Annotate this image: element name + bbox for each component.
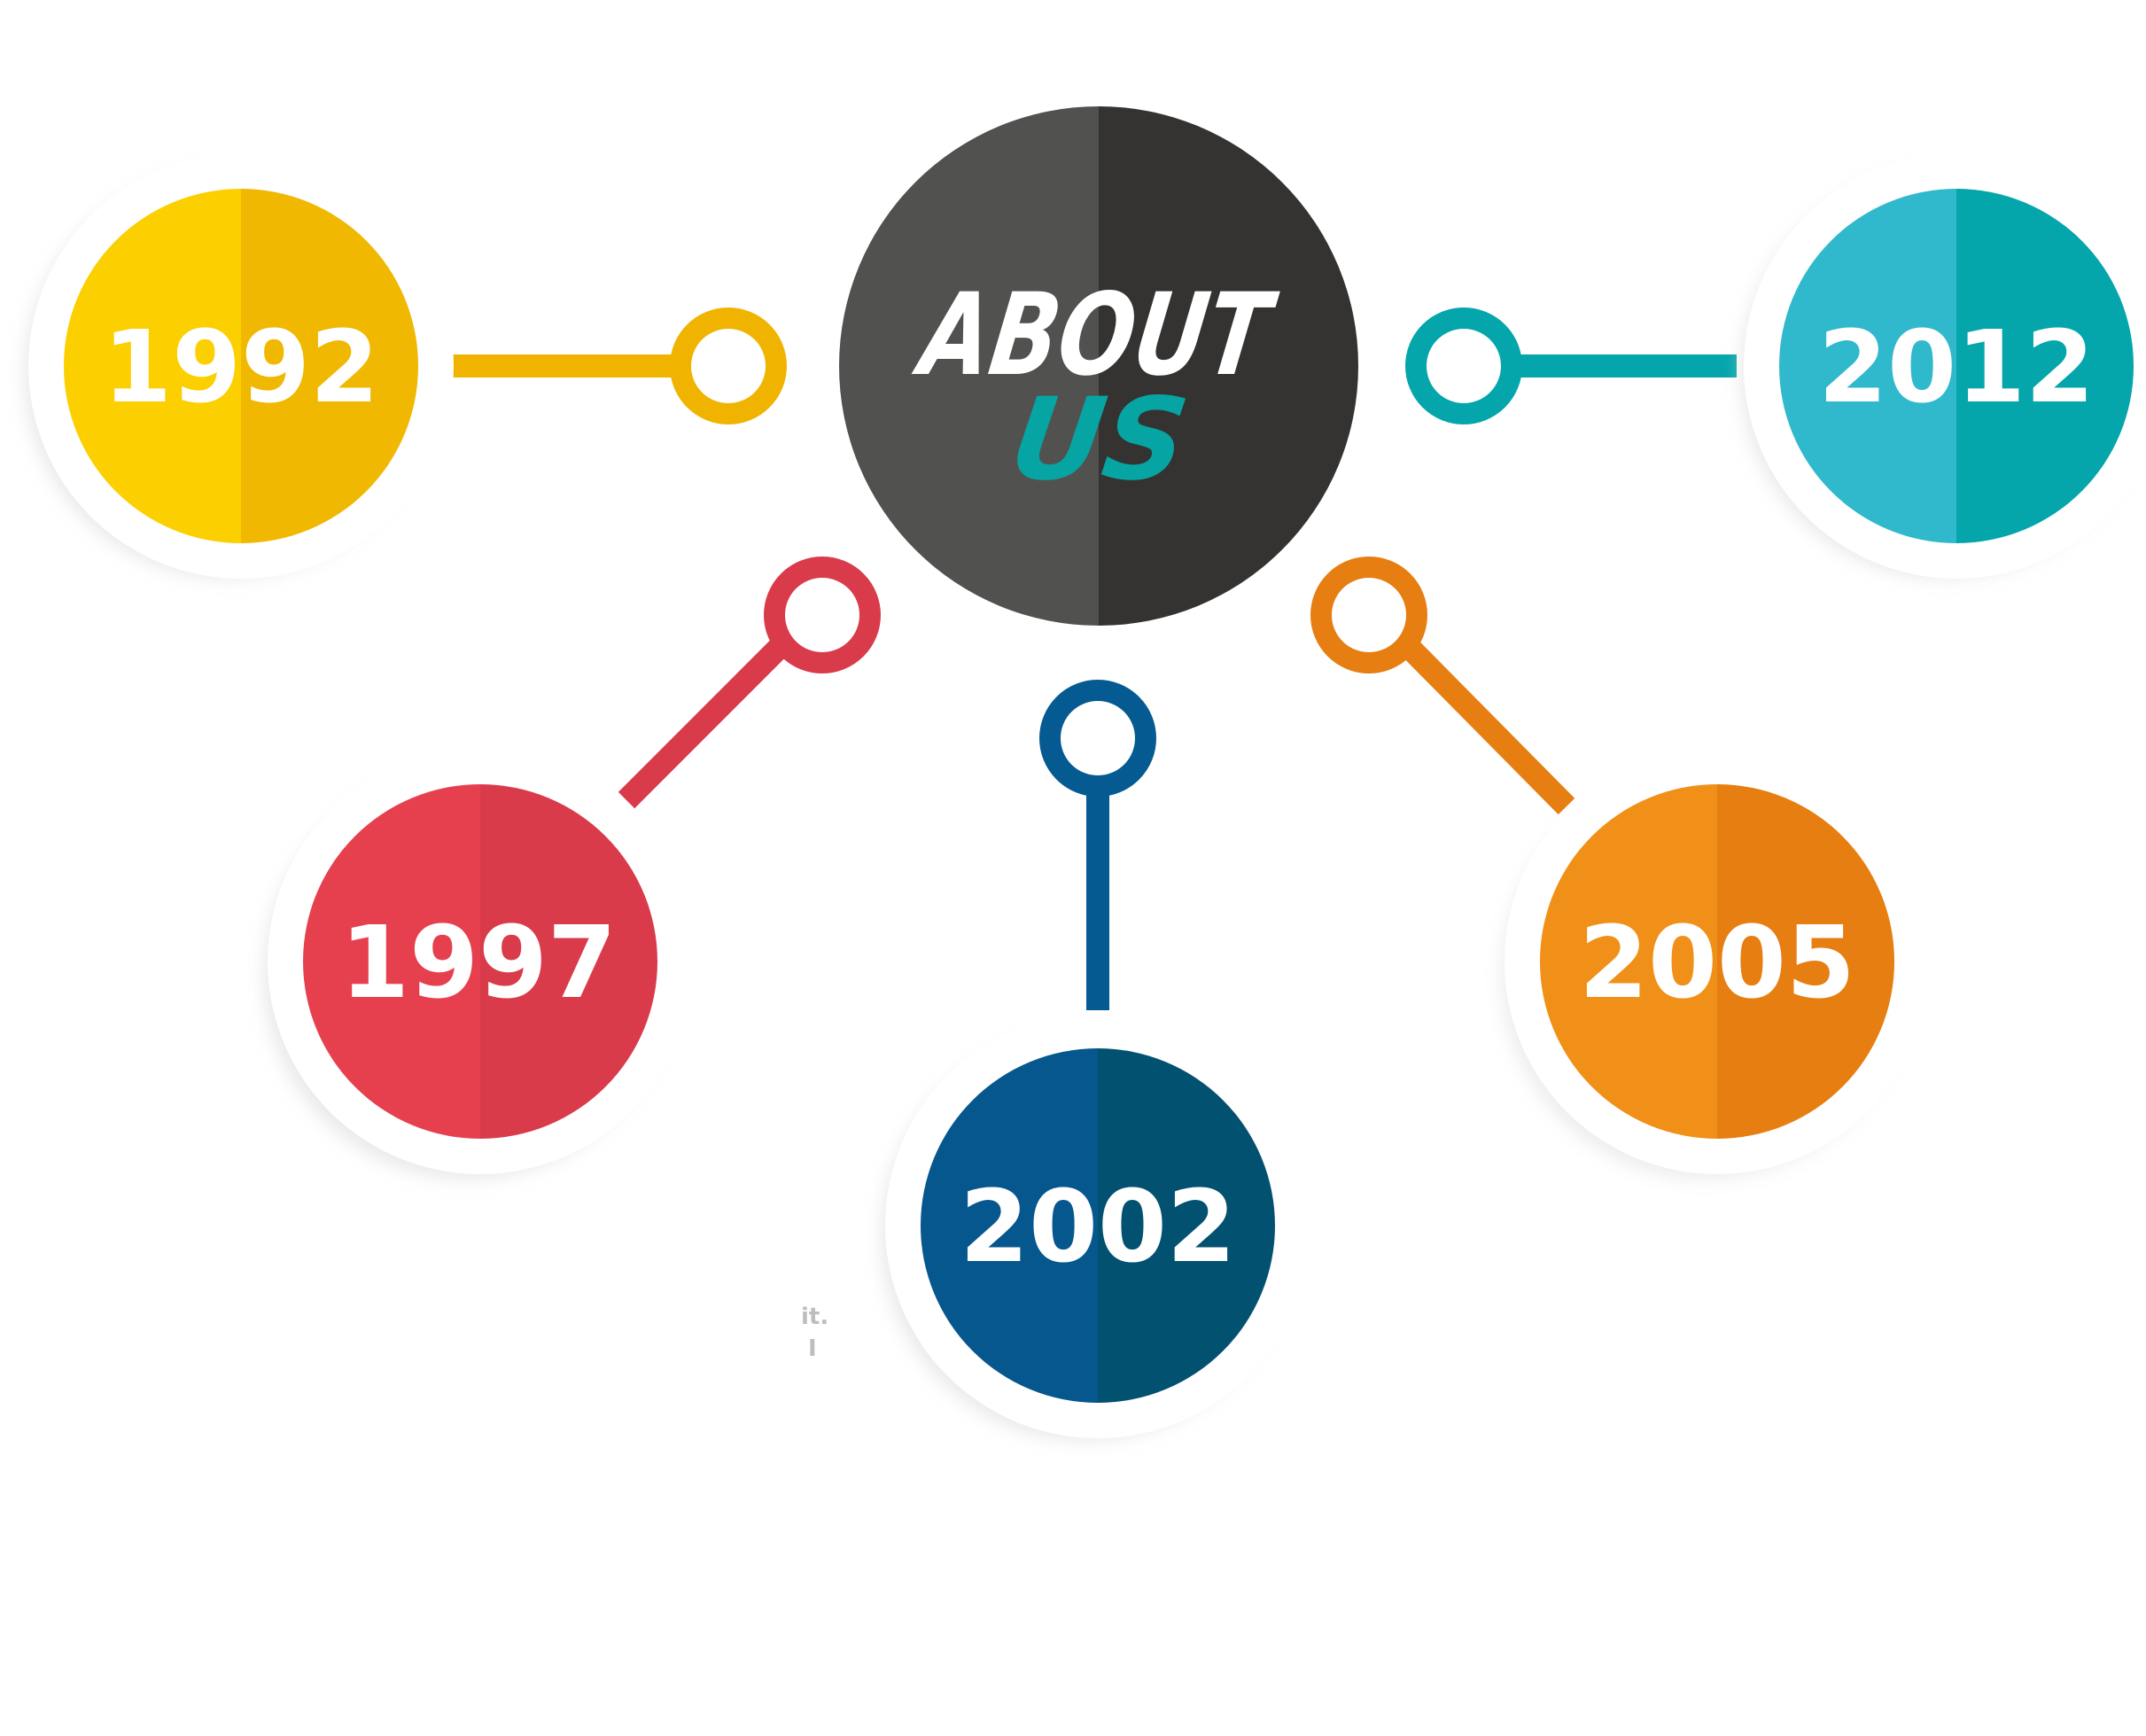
connector-ring-2002 — [1039, 680, 1156, 797]
year-label-2005: 2005 — [1579, 906, 1855, 1021]
milestone-2005: 2005 — [1502, 749, 1930, 1179]
connector-line-1997 — [618, 634, 793, 809]
connector-2005 — [1310, 557, 1575, 815]
connector-line-1992 — [450, 354, 672, 378]
year-label-2012: 2012 — [1818, 310, 2095, 425]
connector-line-2012 — [1515, 354, 1737, 378]
milestone-1997: 1997 — [264, 749, 693, 1179]
connector-1992 — [450, 307, 787, 424]
year-label-1992: 1992 — [103, 310, 379, 425]
milestone-2012: 2012 — [1741, 153, 2146, 579]
connector-1997 — [618, 557, 881, 809]
connector-line-2002 — [1086, 787, 1109, 1010]
connector-2012 — [1405, 307, 1737, 424]
milestone-2002: 2002 — [882, 1013, 1310, 1440]
about-title: ABOUT — [907, 270, 1284, 401]
stray-text-1: it. — [801, 1304, 828, 1330]
connector-ring-2005 — [1310, 557, 1427, 673]
year-label-2002: 2002 — [960, 1170, 1236, 1285]
about-us-circle: ABOUT US — [839, 106, 1358, 626]
connector-ring-2012 — [1405, 307, 1522, 424]
us-title: US — [1003, 375, 1195, 506]
year-label-1997: 1997 — [340, 906, 617, 1021]
connector-2002 — [1039, 680, 1156, 1010]
connector-ring-1992 — [670, 307, 787, 424]
connector-line-2005 — [1400, 638, 1575, 815]
stray-text-2: I — [808, 1335, 817, 1362]
milestone-1992: 1992 — [25, 153, 454, 579]
connector-ring-1997 — [764, 557, 881, 673]
